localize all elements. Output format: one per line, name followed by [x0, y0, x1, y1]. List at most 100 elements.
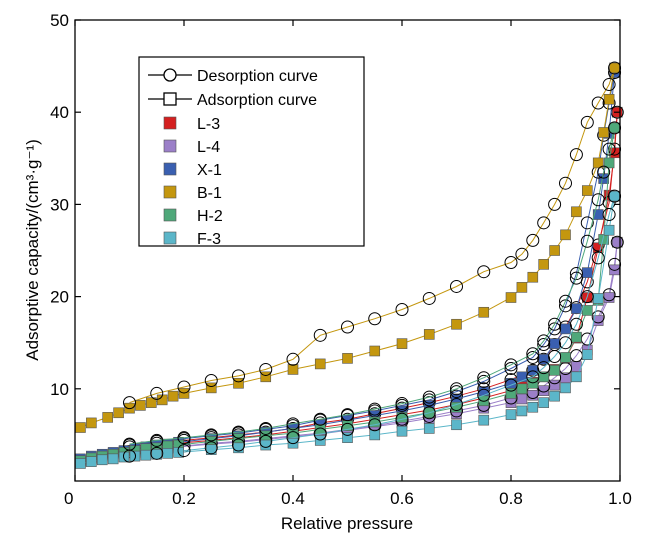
desorption-point — [526, 347, 540, 361]
adsorption-point — [260, 371, 272, 383]
desorption-point — [259, 421, 273, 435]
adsorption-point — [581, 349, 593, 360]
adsorption-point — [571, 371, 582, 383]
adsorption-point — [107, 453, 119, 465]
desorption-point — [123, 396, 136, 410]
desorption-point — [548, 197, 562, 211]
legend-swatch-X-1 — [163, 162, 177, 176]
desorption-point — [177, 444, 191, 458]
desorption-point — [537, 338, 551, 352]
adsorption-point — [505, 388, 517, 399]
adsorption-point — [451, 419, 462, 431]
adsorption-point — [560, 229, 571, 241]
square-marker-icon — [163, 92, 177, 106]
adsorption-point — [598, 127, 609, 138]
adsorption-point — [113, 407, 124, 419]
adsorption-point — [369, 429, 381, 441]
x-tick-label: 0.6 — [390, 489, 414, 508]
desorption-point — [602, 142, 616, 156]
adsorption-point — [581, 267, 593, 278]
desorption-point — [204, 441, 218, 455]
legend-series-list: L-3 L-4 X-1 B-1 H-2 F-3 — [163, 116, 223, 248]
desorption-point — [341, 422, 354, 436]
desorption-point — [569, 267, 583, 281]
desorption-point — [368, 312, 382, 326]
legend-swatch-L-3 — [163, 116, 177, 130]
desorption-point — [259, 434, 273, 448]
legend: Desorption curve Adsorption curve L-3 L-4… — [138, 56, 365, 248]
desorption-point — [232, 369, 245, 383]
desorption-point — [450, 385, 463, 399]
desorption-point — [395, 397, 409, 411]
desorption-point — [422, 291, 436, 305]
adsorption-point — [603, 157, 615, 169]
adsorption-point — [549, 390, 560, 402]
desorption-point — [422, 406, 436, 420]
desorption-point — [313, 412, 327, 426]
adsorption-point — [369, 345, 381, 357]
desorption-point — [580, 234, 594, 248]
desorption-point — [395, 303, 409, 317]
legend-label-L-3: L-3 — [197, 116, 220, 133]
adsorption-point — [260, 439, 272, 451]
legend-label-desorption: Desorption curve — [197, 68, 318, 85]
desorption-point — [580, 216, 594, 230]
legend-swatch-B-1 — [163, 185, 177, 199]
desorption-point — [559, 176, 572, 190]
adsorption-point — [603, 224, 615, 236]
adsorption-point — [96, 454, 108, 466]
desorption-point — [450, 382, 463, 396]
desorption-point — [526, 350, 540, 364]
legend-label-X-1: X-1 — [197, 162, 222, 179]
desorption-point — [286, 431, 300, 445]
desorption-point — [341, 320, 354, 334]
desorption-point — [591, 193, 605, 207]
y-axis-title: Adsorptive capacity/(cm³·g⁻¹) — [23, 139, 42, 361]
adsorption-point — [396, 338, 408, 349]
adsorption-point — [86, 417, 97, 429]
y-tick-label: 50 — [50, 11, 69, 30]
desorption-point — [569, 148, 583, 162]
x-tick-label: 0.4 — [281, 489, 305, 508]
desorption-point — [232, 425, 245, 439]
desorption-point — [395, 412, 409, 426]
adsorption-point — [478, 306, 490, 318]
adsorption-point — [611, 236, 623, 248]
adsorption-point — [538, 259, 550, 270]
series-L-4 — [75, 235, 624, 467]
adsorption-point — [423, 423, 435, 434]
legend-label-H-2: H-2 — [197, 208, 223, 225]
desorption-line — [129, 127, 615, 445]
adsorption-point — [129, 450, 141, 462]
desorption-point — [515, 247, 529, 261]
desorption-point — [450, 397, 463, 411]
desorption-point — [477, 371, 491, 385]
adsorption-point — [396, 412, 408, 423]
adsorption-point — [287, 364, 299, 375]
adsorption-point — [233, 377, 244, 389]
adsorption-point — [505, 292, 517, 303]
desorption-point — [597, 165, 611, 179]
adsorption-point — [592, 157, 604, 169]
desorption-point — [477, 265, 491, 279]
x-tick-label: 0.8 — [499, 489, 523, 508]
legend-label-L-4: L-4 — [197, 139, 220, 156]
adsorption-point — [609, 122, 620, 134]
desorption-point — [368, 402, 382, 416]
adsorption-point — [314, 358, 326, 370]
desorption-point — [204, 374, 218, 388]
desorption-point — [123, 449, 136, 463]
adsorption-point — [560, 352, 571, 363]
desorption-point — [537, 334, 551, 348]
adsorption-point — [549, 338, 560, 349]
desorption-point — [450, 279, 463, 293]
desorption-point — [313, 328, 327, 342]
adsorption-point — [135, 400, 146, 411]
desorption-point — [177, 380, 191, 394]
adsorption-point — [167, 390, 179, 402]
adsorption-point — [609, 62, 620, 74]
adsorption-point — [560, 323, 571, 335]
desorption-point — [559, 294, 572, 308]
adsorption-point — [342, 432, 353, 443]
